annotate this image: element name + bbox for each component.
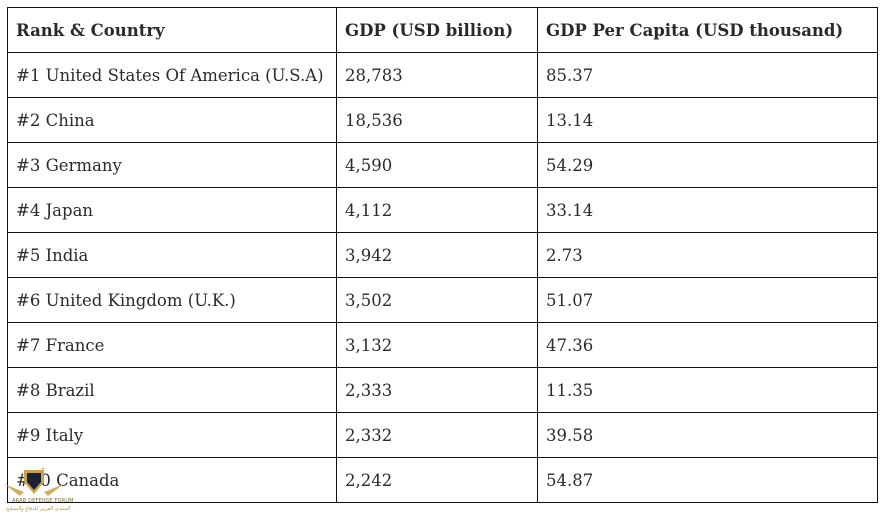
cell-per-capita: 13.14 [537,97,878,143]
cell-gdp: 2,333 [336,367,538,413]
cell-gdp: 4,590 [336,142,538,188]
cell-country: #7 France [7,322,337,368]
cell-per-capita: 33.14 [537,187,878,233]
cell-per-capita: 11.35 [537,367,878,413]
cell-gdp: 2,242 [336,457,538,503]
cell-gdp: 4,112 [336,187,538,233]
table-row: #8 Brazil 2,333 11.35 [7,367,878,413]
cell-gdp: 3,942 [336,232,538,278]
table-row: #7 France 3,132 47.36 [7,322,878,368]
cell-country: #1 United States Of America (U.S.A) [7,52,337,98]
cell-country: #2 China [7,97,337,143]
header-rank-country: Rank & Country [7,7,337,53]
table-row: #3 Germany 4,590 54.29 [7,142,878,188]
cell-country: #9 Italy [7,412,337,458]
cell-country: #10 Canada [7,457,337,503]
cell-country: #3 Germany [7,142,337,188]
cell-per-capita: 54.87 [537,457,878,503]
cell-per-capita: 39.58 [537,412,878,458]
header-gdp: GDP (USD billion) [336,7,538,53]
cell-country: #5 India [7,232,337,278]
cell-per-capita: 85.37 [537,52,878,98]
table-row: #4 Japan 4,112 33.14 [7,187,878,233]
table-row: #6 United Kingdom (U.K.) 3,502 51.07 [7,277,878,323]
cell-per-capita: 54.29 [537,142,878,188]
watermark-subtext: المنتدى العربي للدفاع والتسليح [6,506,71,512]
table-row: #5 India 3,942 2.73 [7,232,878,278]
table-row: #10 Canada 2,242 54.87 [7,457,878,503]
cell-gdp: 2,332 [336,412,538,458]
cell-country: #6 United Kingdom (U.K.) [7,277,337,323]
cell-gdp: 18,536 [336,97,538,143]
header-gdp-per-capita: GDP Per Capita (USD thousand) [537,7,878,53]
cell-country: #4 Japan [7,187,337,233]
cell-gdp: 3,132 [336,322,538,368]
table-header-row: Rank & Country GDP (USD billion) GDP Per… [7,7,878,53]
table-row: #9 Italy 2,332 39.58 [7,412,878,458]
cell-gdp: 28,783 [336,52,538,98]
cell-per-capita: 51.07 [537,277,878,323]
cell-per-capita: 2.73 [537,232,878,278]
table-row: #2 China 18,536 13.14 [7,97,878,143]
gdp-ranking-table: Rank & Country GDP (USD billion) GDP Per… [7,7,878,503]
cell-per-capita: 47.36 [537,322,878,368]
table-row: #1 United States Of America (U.S.A) 28,7… [7,52,878,98]
cell-gdp: 3,502 [336,277,538,323]
cell-country: #8 Brazil [7,367,337,413]
